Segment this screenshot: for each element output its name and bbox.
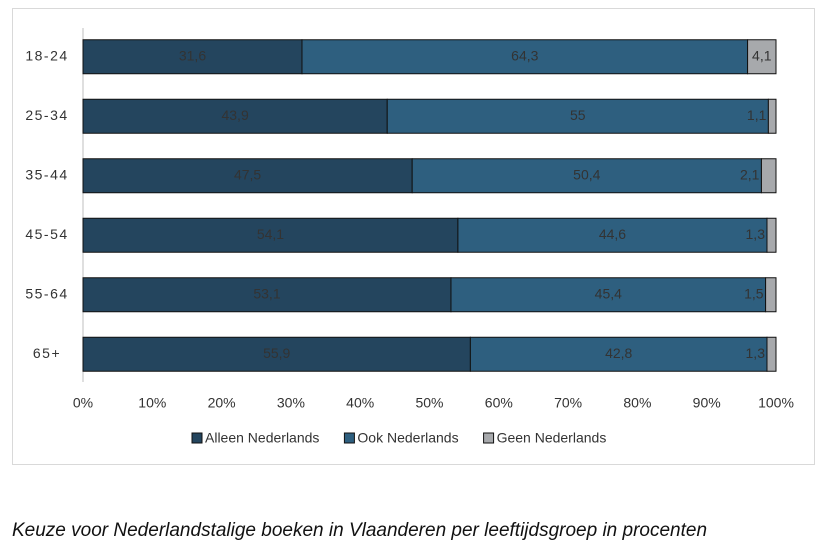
- x-tick-label: 100%: [758, 395, 794, 411]
- bar-segment: [760, 158, 777, 194]
- legend-swatch: [483, 432, 495, 444]
- bar-segment: [82, 277, 452, 313]
- bar-segment: [82, 158, 413, 194]
- bar-segment: [747, 39, 777, 75]
- chart: 0% 10% 20% 30% 40% 50% 60% 70% 80% 90% 100% 18-24 31…: [12, 8, 815, 465]
- data-label: 55,9: [263, 345, 290, 361]
- bar-segment: [469, 336, 768, 372]
- data-label: 1,5: [744, 285, 764, 301]
- data-label: 47,5: [234, 166, 261, 182]
- data-label: 45,4: [595, 285, 622, 301]
- x-tick-label: 50%: [415, 395, 443, 411]
- legend-label: Alleen Nederlands: [205, 430, 319, 446]
- x-tick-label: 70%: [554, 395, 582, 411]
- data-label: 2,1: [740, 166, 760, 182]
- bar-segment: [450, 277, 767, 313]
- x-tick-label: 30%: [277, 395, 305, 411]
- bar-segment: [765, 277, 777, 313]
- data-label: 42,8: [605, 345, 632, 361]
- bar-segment: [767, 98, 777, 134]
- data-label: 43,9: [221, 107, 248, 123]
- x-tick-label: 60%: [485, 395, 513, 411]
- data-label: 50,4: [573, 166, 600, 182]
- bar-segment: [82, 336, 471, 372]
- bar-segment: [82, 39, 303, 75]
- legend-swatch: [191, 432, 203, 444]
- bar-segment: [766, 217, 777, 253]
- data-label: 54,1: [257, 226, 284, 242]
- bar-segment: [82, 98, 388, 134]
- data-label: 1,1: [747, 107, 767, 123]
- legend-label: Geen Nederlands: [497, 430, 607, 446]
- y-tick-label: 55-64: [25, 285, 68, 301]
- bar-segment: [82, 217, 459, 253]
- x-tick-label: 20%: [208, 395, 236, 411]
- y-tick-label: 45-54: [25, 226, 68, 242]
- data-label: 44,6: [599, 226, 626, 242]
- x-tick-label: 90%: [693, 395, 721, 411]
- y-tick-label: 18-24: [25, 47, 68, 63]
- bar-segment: [457, 217, 768, 253]
- y-tick-label: 65+: [33, 345, 61, 361]
- x-tick-label: 40%: [346, 395, 374, 411]
- bar-segment: [766, 336, 777, 372]
- y-tick-label: 25-34: [25, 107, 68, 123]
- bar-segment: [301, 39, 749, 75]
- data-label: 64,3: [511, 47, 538, 63]
- legend-label: Ook Nederlands: [357, 430, 458, 446]
- data-label: 55: [570, 107, 586, 123]
- data-label: 4,1: [752, 47, 772, 63]
- x-tick-label: 10%: [138, 395, 166, 411]
- data-label: 1,3: [746, 226, 766, 242]
- data-label: 31,6: [179, 47, 206, 63]
- data-label: 1,3: [746, 345, 766, 361]
- y-tick-label: 35-44: [25, 166, 68, 182]
- x-tick-label: 0%: [73, 395, 93, 411]
- x-tick-label: 80%: [623, 395, 651, 411]
- data-label: 53,1: [253, 285, 280, 301]
- caption: Keuze voor Nederlandstalige boeken in Vl…: [12, 520, 708, 541]
- legend-swatch: [343, 432, 355, 444]
- bar-segment: [386, 98, 769, 134]
